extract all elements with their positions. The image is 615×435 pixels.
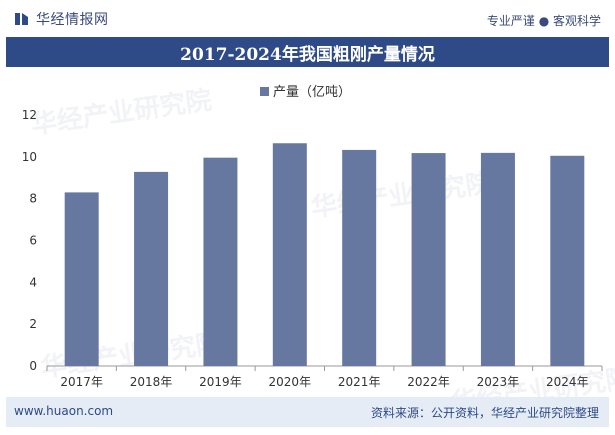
- top-bar: 华经情报网 专业严谨 ● 客观科学: [0, 0, 615, 36]
- bar: [480, 152, 515, 366]
- y-tick-label: 6: [29, 234, 37, 248]
- x-tick-label: 2023年: [477, 375, 520, 389]
- chart-title: 2017-2024年我国粗刚产量情况: [180, 44, 435, 65]
- x-tick-label: 2017年: [60, 375, 103, 389]
- y-tick-label: 12: [22, 108, 37, 122]
- bar: [342, 149, 377, 366]
- y-tick-label: 0: [29, 359, 37, 373]
- logo-icon: [15, 13, 28, 25]
- legend-label: 产量（亿吨）: [273, 85, 351, 100]
- brand: 华经情报网: [14, 10, 109, 28]
- bar: [411, 153, 446, 366]
- y-tick-label: 4: [29, 275, 37, 289]
- x-tick-label: 2022年: [407, 375, 450, 389]
- bar: [203, 157, 238, 366]
- slogan: 专业严谨 ● 客观科学: [486, 14, 601, 28]
- y-tick-label: 10: [22, 150, 37, 164]
- bar: [134, 171, 169, 366]
- bar: [64, 192, 99, 366]
- bar: [272, 143, 307, 366]
- x-tick-label: 2024年: [546, 375, 589, 389]
- y-tick-label: 2: [29, 317, 37, 331]
- legend-swatch: [260, 87, 269, 96]
- website-link[interactable]: www.huaon.com: [14, 404, 114, 418]
- brand-name: 华经情报网: [36, 12, 109, 28]
- y-tick-label: 8: [29, 192, 37, 206]
- title-bar: 2017-2024年我国粗刚产量情况: [6, 37, 609, 67]
- x-tick-label: 2020年: [269, 375, 312, 389]
- footer: www.huaon.com 资料来源：公开资料，华经产业研究院整理: [6, 397, 609, 427]
- x-tick-label: 2021年: [338, 375, 381, 389]
- x-tick-label: 2019年: [199, 375, 242, 389]
- bar: [550, 155, 585, 366]
- source-note: 资料来源：公开资料，华经产业研究院整理: [370, 406, 599, 420]
- x-tick-label: 2018年: [130, 375, 173, 389]
